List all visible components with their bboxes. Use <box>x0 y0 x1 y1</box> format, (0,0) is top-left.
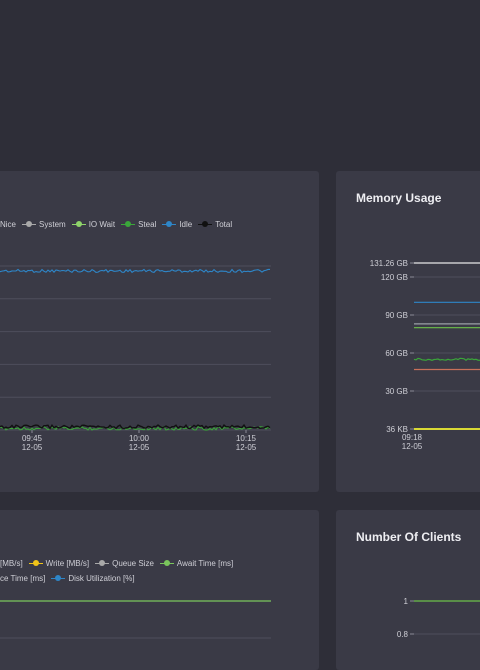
clients-panel-title: Number Of Clients <box>356 530 462 544</box>
memory-usage-panel: Memory Usage 131.26 GB 120 GB 90 GB 60 GB 30… <box>336 171 480 492</box>
memory-y-tick-label: 36 KB <box>386 425 408 434</box>
memory-y-tick-label: 120 GB <box>381 273 408 282</box>
cpu-series-total <box>0 423 271 430</box>
legend-marker-icon <box>198 221 213 228</box>
clients-y-tick-label: 0.8 <box>397 630 409 639</box>
legend-label: Queue Size <box>112 559 154 568</box>
memory-y-tick-label: 131.26 GB <box>370 259 408 268</box>
cpu-legend-item-io-wait[interactable]: IO Wait <box>71 220 116 229</box>
legend-label: Total <box>215 220 233 229</box>
legend-marker-icon <box>51 575 66 582</box>
legend-label: Idle <box>179 220 193 229</box>
legend-label: Nice <box>0 220 17 229</box>
disk-legend-item-disk-utilization[interactable]: Disk Utilization [%] <box>51 574 135 583</box>
memory-y-tick-label: 60 GB <box>385 349 408 358</box>
cpu-gridlines <box>0 265 271 431</box>
legend-label: Await Time [ms] <box>176 559 234 568</box>
cpu-legend-item-idle[interactable]: Idle <box>162 220 192 229</box>
memory-x-tick-label: 09:18 <box>402 433 423 442</box>
cpu-x-tick-label: 10:15 <box>236 434 257 443</box>
legend-label: Steal <box>138 220 157 229</box>
legend-label: Disk Utilization [%] <box>68 574 135 583</box>
legend-marker-icon <box>28 560 43 567</box>
cpu-series-idle <box>0 268 271 274</box>
disk-legend-row-2: ce Time [ms] Disk Utilization [%] <box>0 574 135 583</box>
cpu-legend: Nice System IO Wait Steal Idle Total <box>0 220 232 229</box>
cpu-x-tick-label: 09:45 <box>22 434 43 443</box>
legend-marker-icon <box>121 221 136 228</box>
cpu-x-tick-label: 10:00 <box>129 434 150 443</box>
clients-chart: 10.8 <box>397 597 480 639</box>
disk-usage-panel: [MB/s] Write [MB/s] Queue Size Await Time [… <box>0 510 319 670</box>
cpu-x-tick-date: 12-05 <box>22 443 43 452</box>
memory-chart: 131.26 GB 120 GB 90 GB 60 GB 30 GB 36 KB09:18… <box>370 259 480 451</box>
legend-label: Write [MB/s] <box>45 559 90 568</box>
disk-legend-item-ce-time-ms[interactable]: ce Time [ms] <box>0 574 45 583</box>
clients-y-tick-label: 1 <box>404 597 409 606</box>
cpu-usage-panel: Nice System IO Wait Steal Idle Total 09:45 12-… <box>0 171 319 492</box>
legend-label: ce Time [ms] <box>0 574 46 583</box>
memory-panel-title: Memory Usage <box>356 191 442 205</box>
memory-y-tick-label: 30 GB <box>385 387 408 396</box>
disk-legend-item-queue-size[interactable]: Queue Size <box>95 559 154 568</box>
memory-y-tick-label: 90 GB <box>385 311 408 320</box>
legend-marker-icon <box>95 560 110 567</box>
memory-series-line <box>413 357 480 362</box>
disk-legend-row-1: [MB/s] Write [MB/s] Queue Size Await Time [… <box>0 559 233 568</box>
number-of-clients-panel: Number Of Clients 1 0.8 <box>336 510 480 670</box>
legend-label: IO Wait <box>88 220 116 229</box>
memory-x-tick-date: 12-05 <box>402 442 423 451</box>
cpu-legend-item-steal[interactable]: Steal <box>121 220 156 229</box>
cpu-legend-item-nice[interactable]: Nice <box>0 220 16 229</box>
cpu-x-tick-date: 12-05 <box>236 443 257 452</box>
cpu-legend-item-total[interactable]: Total <box>198 220 232 229</box>
legend-marker-icon <box>162 221 177 228</box>
legend-marker-icon <box>71 221 86 228</box>
legend-marker-icon <box>159 560 174 567</box>
legend-label: System <box>39 220 66 229</box>
disk-chart <box>0 600 271 639</box>
disk-legend-item-await-time-ms[interactable]: Await Time [ms] <box>159 559 234 568</box>
legend-label: [MB/s] <box>0 559 23 568</box>
legend-marker-icon <box>22 221 37 228</box>
cpu-legend-item-system[interactable]: System <box>22 220 66 229</box>
cpu-x-tick-date: 12-05 <box>129 443 150 452</box>
disk-legend-item-mb-s[interactable]: [MB/s] <box>0 559 23 568</box>
disk-legend-item-write-mb-s[interactable]: Write [MB/s] <box>28 559 90 568</box>
